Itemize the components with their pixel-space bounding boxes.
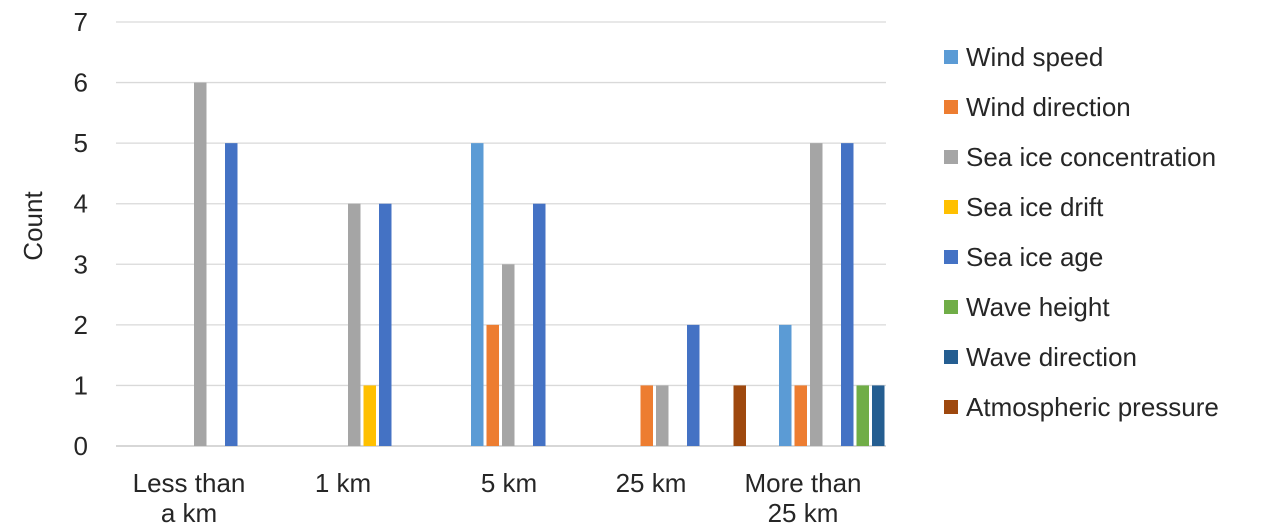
bar-sea-ice-age (841, 143, 854, 446)
bar-sea-ice-concentration (810, 143, 823, 446)
y-tick-label: 2 (74, 310, 88, 340)
bar-wind-direction (640, 385, 653, 446)
y-tick-label: 7 (74, 7, 88, 37)
bar-wind-speed (471, 143, 484, 446)
legend-label: Sea ice drift (966, 192, 1104, 222)
bar-sea-ice-drift (363, 385, 376, 446)
gridlines (116, 21, 886, 447)
legend-label: Wind direction (966, 92, 1131, 122)
legend-label: Atmospheric pressure (966, 392, 1219, 422)
legend-swatch (944, 250, 958, 264)
y-axis-ticks: 0 1 2 3 4 5 6 7 (74, 7, 88, 461)
bar-wind-direction (794, 385, 807, 446)
x-category-label: Less than a km (133, 468, 246, 528)
bar-sea-ice-concentration (656, 385, 669, 446)
legend: Wind speed Wind direction Sea ice concentr… (944, 42, 1219, 422)
legend-label: Wind speed (966, 42, 1103, 72)
legend-swatch (944, 200, 958, 214)
bar-sea-ice-concentration (348, 203, 361, 446)
y-tick-label: 5 (74, 128, 88, 158)
bar-wind-direction (486, 324, 499, 446)
legend-swatch (944, 300, 958, 314)
bar-sea-ice-age (533, 203, 546, 446)
bar-sea-ice-age (379, 203, 392, 446)
bar-wind-speed (779, 324, 792, 446)
x-category-label: 5 km (481, 468, 537, 498)
x-category-label: 25 km (616, 468, 687, 498)
bars (194, 82, 885, 447)
x-category-label: 1 km (315, 468, 371, 498)
bar-wave-height (856, 385, 869, 446)
legend-label: Sea ice concentration (966, 142, 1216, 172)
bar-sea-ice-concentration (502, 264, 515, 446)
bar-sea-ice-age (687, 324, 700, 446)
legend-label: Sea ice age (966, 242, 1103, 272)
y-tick-label: 1 (74, 370, 88, 400)
legend-swatch (944, 50, 958, 64)
bar-atmospheric-pressure (733, 385, 746, 446)
bar-wave-direction (872, 385, 885, 446)
legend-label: Wave direction (966, 342, 1137, 372)
y-tick-label: 6 (74, 68, 88, 98)
legend-swatch (944, 400, 958, 414)
bar-sea-ice-concentration (194, 82, 207, 447)
y-tick-label: 0 (74, 431, 88, 461)
legend-label: Wave height (966, 292, 1110, 322)
x-category-label: More than 25 km (744, 468, 861, 528)
y-tick-label: 3 (74, 249, 88, 279)
bar-sea-ice-age (225, 143, 238, 446)
x-axis-categories: Less than a km 1 km 5 km 25 km More than 25 km (133, 468, 862, 528)
y-tick-label: 4 (74, 189, 88, 219)
legend-swatch (944, 100, 958, 114)
y-axis-title: Count (18, 191, 48, 261)
legend-swatch (944, 150, 958, 164)
legend-swatch (944, 350, 958, 364)
